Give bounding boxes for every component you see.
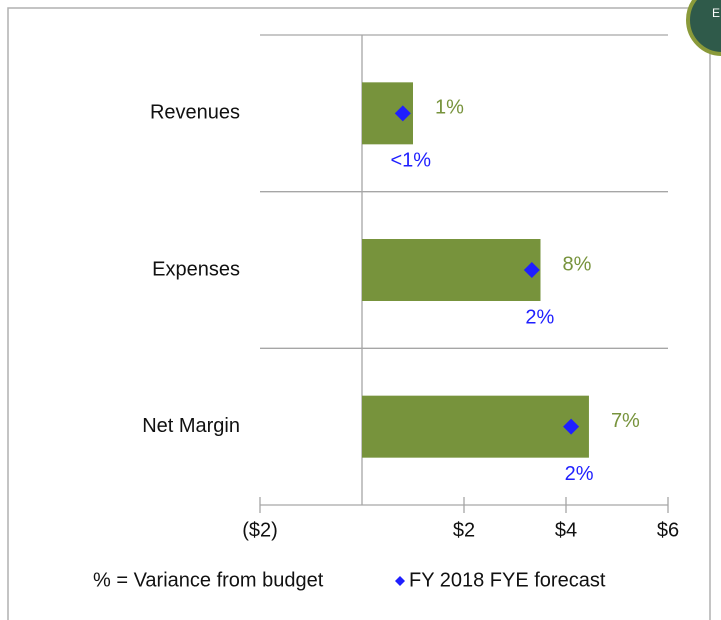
x-tick-label: $2 <box>453 519 475 541</box>
legend-marker <box>395 576 405 586</box>
forecast-annotation: 2% <box>525 306 554 328</box>
forecast-marker <box>394 105 411 122</box>
frame <box>7 7 711 620</box>
forecast-annotation: <1% <box>391 150 432 172</box>
bar-annotation: 1% <box>435 97 464 119</box>
bar <box>362 395 589 458</box>
forecast-annotation: 2% <box>565 463 594 485</box>
x-tick-label: $4 <box>555 519 577 541</box>
forecast-marker <box>563 418 580 435</box>
bar-annotation: 8% <box>563 253 592 275</box>
badge <box>686 0 721 56</box>
x-tick-label: ($2) <box>242 519 278 541</box>
legend-label: % = Variance from budget <box>93 569 324 591</box>
category-label: Expenses <box>152 258 240 280</box>
x-tick-label: $6 <box>657 519 679 541</box>
badge-label: E <box>712 6 720 20</box>
bar <box>362 239 541 301</box>
bar-annotation: 7% <box>611 410 640 432</box>
forecast-marker <box>523 262 540 278</box>
legend-label: FY 2018 FYE forecast <box>409 569 606 591</box>
category-label: Revenues <box>150 102 240 124</box>
category-label: Net Margin <box>142 415 240 437</box>
